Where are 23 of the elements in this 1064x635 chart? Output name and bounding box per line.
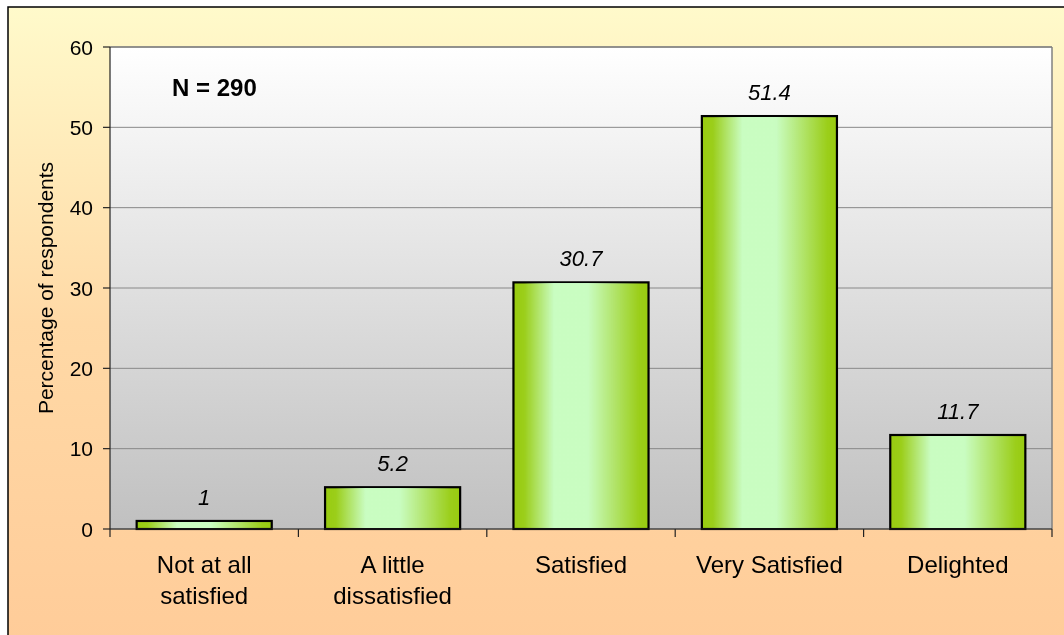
bar [512, 281, 650, 531]
x-tick-label: A little dissatisfied [333, 551, 452, 609]
x-tick-label: Very Satisfied [696, 551, 843, 578]
annotation: N = 290 [172, 74, 257, 101]
x-tick-label: Satisfied [534, 551, 628, 578]
y-tick-label: 60 [69, 35, 93, 59]
data-label: 1 [198, 484, 211, 510]
y-tick-label: 30 [69, 276, 93, 300]
y-tick-label: 40 [69, 196, 93, 220]
bar [323, 486, 462, 531]
bar [889, 433, 1027, 531]
data-label: 5.2 [377, 451, 408, 477]
bar [700, 114, 839, 531]
y-tick-label: 10 [69, 437, 93, 461]
data-label: 11.7 [937, 399, 980, 425]
data-label: 30.7 [559, 246, 604, 272]
y-axis-title: Percentage of respondents [34, 161, 57, 415]
x-tick-label: Not at all satisfied [156, 551, 252, 609]
y-tick-label: 50 [69, 115, 93, 139]
x-tick-label: Delighted [907, 551, 1009, 578]
y-tick-label: 20 [69, 356, 93, 380]
y-tick-label: 0 [81, 517, 93, 541]
data-label: 51.4 [747, 80, 791, 106]
